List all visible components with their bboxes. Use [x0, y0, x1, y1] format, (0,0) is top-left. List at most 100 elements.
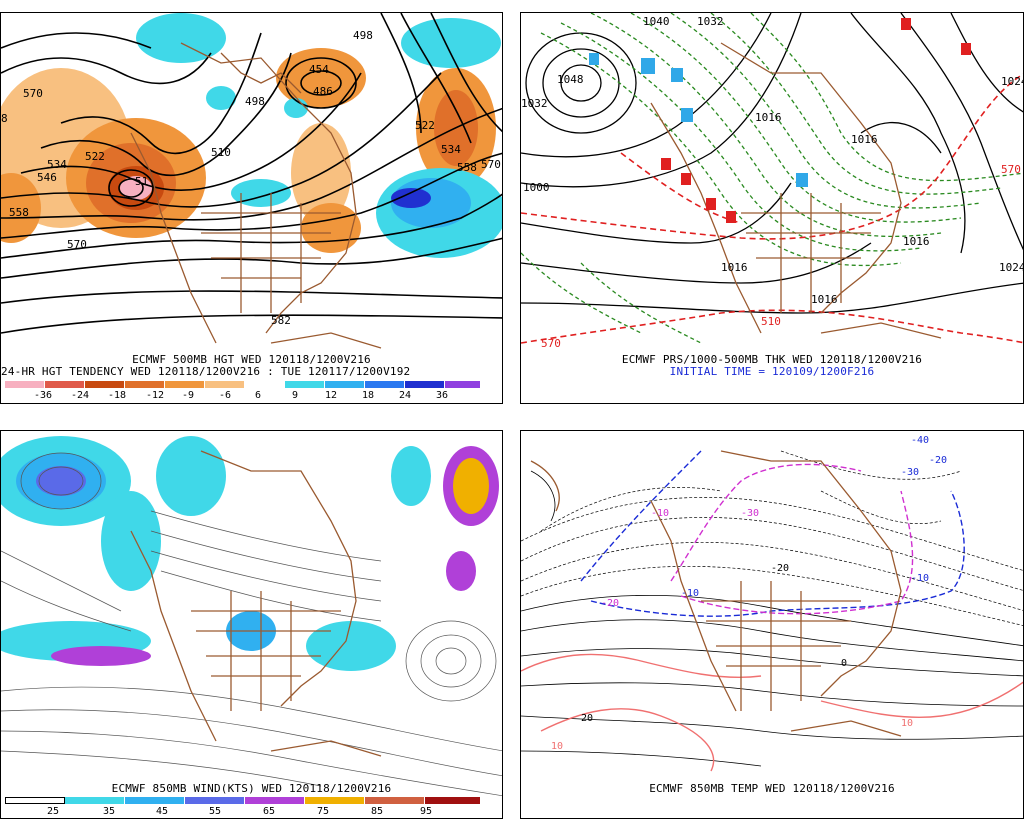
scale-swatch — [205, 381, 245, 388]
contour-label: 1048 — [557, 73, 584, 86]
scale-swatch — [5, 381, 45, 388]
contour-label: 20 — [581, 713, 593, 724]
contour-label: 1000 — [523, 181, 550, 194]
contour-label: 534 — [441, 143, 461, 156]
contour-label: -30 — [901, 467, 919, 478]
scale-swatch — [245, 797, 305, 804]
scale-label: 75 — [316, 806, 330, 817]
front-markers — [661, 18, 971, 223]
contour-label: 570 — [481, 158, 501, 171]
scale-swatch — [85, 381, 125, 388]
isobars — [521, 13, 1023, 314]
contour-label: -30 — [741, 508, 759, 519]
contour-label: 1016 — [903, 235, 930, 248]
map-850mb-wind — [1, 436, 502, 797]
scale-swatch — [405, 381, 445, 388]
scale-label: -6 — [218, 390, 232, 401]
wind-shading — [1, 436, 499, 671]
contour-label: 570 — [541, 337, 561, 350]
contour-label: 1016 — [811, 293, 838, 306]
contour-label: -10 — [651, 508, 669, 519]
contour-label: 582 — [271, 314, 291, 327]
contour-label: 10 — [901, 718, 913, 729]
map-500mb-height: 570 498 454 486 498 510 534 522 546 558 … — [1, 13, 502, 349]
contour-label: 1016 — [721, 261, 748, 274]
coastlines — [530, 450, 902, 737]
panel-850mb-wind: ECMWF 850MB WIND(KTS) WED 120118/1200V21… — [0, 430, 503, 819]
panel-caption-850mb-temp: ECMWF 850MB TEMP WED 120118/1200V216 — [649, 782, 895, 795]
contour-label: 486 — [313, 85, 333, 98]
contour-label: 510 — [211, 146, 231, 159]
contour-label: 1016 — [851, 133, 878, 146]
contour-label: 454 — [309, 63, 329, 76]
scale-swatch — [165, 381, 205, 388]
scale-swatch — [125, 797, 185, 804]
scale-label: 65 — [262, 806, 276, 817]
map-pressure-thickness: 1040 1032 1048 1032 1016 1000 1016 1024 … — [521, 13, 1023, 350]
contour-label: 510 — [761, 315, 781, 328]
scale-label: 18 — [361, 390, 375, 401]
isotherm-minus-30-magenta — [670, 463, 914, 615]
scale-label: 85 — [370, 806, 384, 817]
high-markers — [589, 53, 808, 187]
scale-label: 45 — [155, 806, 169, 817]
scale-swatch — [305, 797, 365, 804]
scale-label: 6 — [254, 390, 262, 401]
contour-label: -20 — [929, 455, 947, 466]
tendency-scale-labels: -36 -24 -18 -12 -9 -6 6 9 12 18 24 36 — [5, 391, 481, 403]
contour-label: 1032 — [697, 15, 724, 28]
scale-label: 9 — [291, 390, 299, 401]
contour-label: 534 — [47, 158, 67, 171]
panel-pressure-thickness: 1040 1032 1048 1032 1016 1000 1016 1024 … — [520, 12, 1024, 404]
scale-label: 36 — [435, 390, 449, 401]
scale-label: -9 — [181, 390, 195, 401]
scale-swatch — [185, 797, 245, 804]
contour-label: 522 — [415, 119, 435, 132]
isotherm-minus-20-blue — [580, 450, 965, 617]
contour-label: 498 — [245, 95, 265, 108]
contour-label: 498 — [353, 29, 373, 42]
wind-scale-labels: 25 35 45 55 65 75 85 95 — [5, 806, 481, 818]
contour-label: 1032 — [521, 97, 548, 110]
contour-label: 570 — [67, 238, 87, 251]
wind-color-scale — [5, 797, 481, 804]
panel-500mb-height: 570 498 454 486 498 510 534 522 546 558 … — [0, 12, 503, 404]
scale-label: 95 — [419, 806, 433, 817]
scale-label: -24 — [70, 390, 90, 401]
panel-caption-tendency: 24-HR HGT TENDENCY WED 120118/1200V216 :… — [1, 365, 411, 378]
scale-label: 24 — [398, 390, 412, 401]
isotherms-solid — [521, 470, 1023, 767]
coastlines — [130, 42, 382, 349]
isotherm-warm-pink — [521, 653, 1023, 772]
contour-label: 1040 — [643, 15, 670, 28]
contour-label: 570 — [23, 87, 43, 100]
scale-swatch — [285, 381, 325, 388]
contour-label: 0 — [841, 658, 847, 669]
scale-label: 35 — [102, 806, 116, 817]
scale-swatch — [245, 381, 285, 388]
panel-caption-850mb-wind: ECMWF 850MB WIND(KTS) WED 120118/1200V21… — [111, 782, 392, 795]
coastlines — [650, 42, 942, 339]
contour-labels: 1040 1032 1048 1032 1016 1000 1016 1024 … — [521, 15, 1023, 350]
scale-swatch — [325, 381, 365, 388]
panel-850mb-temp: -40 -30 -20 -10 -30 -20 -10 10 10 20 0 -… — [520, 430, 1024, 819]
panel-caption-initial-time: INITIAL TIME = 120109/1200F216 — [669, 365, 875, 378]
scale-swatch — [125, 381, 165, 388]
height-contours — [1, 13, 502, 334]
scale-label: -12 — [145, 390, 165, 401]
tendency-shading — [1, 13, 502, 258]
contour-label: 558 — [9, 206, 29, 219]
map-850mb-temp: -40 -30 -20 -10 -30 -20 -10 10 10 20 0 -… — [521, 435, 1023, 772]
tendency-color-scale — [5, 381, 481, 388]
contour-label: -20 — [601, 598, 619, 609]
scale-label: -36 — [33, 390, 53, 401]
contour-labels: -40 -30 -20 -10 -30 -20 -10 10 10 20 0 -… — [551, 435, 947, 752]
contour-label: 570 — [1001, 163, 1021, 176]
scale-swatch — [5, 797, 65, 804]
contour-label: 558 — [457, 161, 477, 174]
contour-label: 10 — [551, 741, 563, 752]
contour-label: 8 — [1, 112, 8, 125]
scale-swatch — [365, 797, 425, 804]
isotherms-dashed — [521, 450, 1023, 626]
contour-label: -20 — [771, 563, 789, 574]
